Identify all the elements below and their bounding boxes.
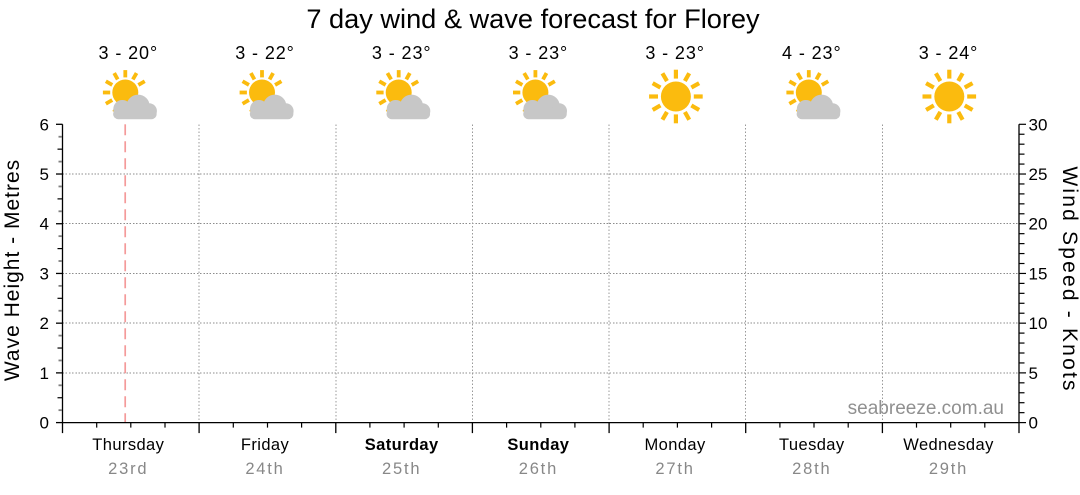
svg-text:Sunday: Sunday: [507, 436, 569, 454]
svg-text:30: 30: [1029, 115, 1048, 134]
svg-text:29th: 29th: [929, 460, 968, 478]
svg-text:Saturday: Saturday: [365, 436, 439, 454]
svg-text:0: 0: [40, 414, 49, 433]
svg-text:4: 4: [40, 215, 49, 234]
svg-text:3 - 23°: 3 - 23°: [509, 43, 569, 63]
svg-text:5: 5: [40, 165, 49, 184]
svg-text:24th: 24th: [245, 460, 284, 478]
svg-text:7 day wind & wave forecast for: 7 day wind & wave forecast for Florey: [306, 3, 760, 34]
svg-text:Thursday: Thursday: [92, 436, 164, 454]
svg-text:27th: 27th: [655, 460, 694, 478]
svg-text:Wednesday: Wednesday: [903, 436, 994, 454]
svg-text:20: 20: [1029, 215, 1048, 234]
svg-text:26th: 26th: [519, 460, 558, 478]
svg-text:15: 15: [1029, 265, 1048, 284]
svg-text:23rd: 23rd: [108, 460, 148, 478]
svg-text:3 - 22°: 3 - 22°: [235, 43, 295, 63]
svg-text:25th: 25th: [382, 460, 421, 478]
svg-text:4 - 23°: 4 - 23°: [782, 43, 842, 63]
svg-text:6: 6: [40, 115, 49, 134]
svg-text:Friday: Friday: [241, 436, 290, 454]
svg-text:25: 25: [1029, 165, 1048, 184]
svg-text:seabreeze.com.au: seabreeze.com.au: [848, 398, 1004, 419]
svg-text:1: 1: [40, 364, 49, 383]
svg-text:3 - 20°: 3 - 20°: [99, 43, 159, 63]
svg-text:Wind Speed - Knots: Wind Speed - Knots: [1058, 166, 1080, 392]
svg-text:0: 0: [1029, 414, 1038, 433]
svg-text:28th: 28th: [792, 460, 831, 478]
svg-text:10: 10: [1029, 314, 1048, 333]
svg-text:3: 3: [40, 265, 49, 284]
svg-text:2: 2: [40, 314, 49, 333]
svg-text:5: 5: [1029, 364, 1038, 383]
svg-text:3 - 24°: 3 - 24°: [919, 43, 979, 63]
svg-text:3 - 23°: 3 - 23°: [372, 43, 432, 63]
svg-text:Wave Height - Metres: Wave Height - Metres: [1, 159, 24, 381]
svg-text:Tuesday: Tuesday: [779, 436, 845, 454]
svg-text:3 - 23°: 3 - 23°: [645, 43, 705, 63]
svg-text:Monday: Monday: [645, 436, 706, 454]
